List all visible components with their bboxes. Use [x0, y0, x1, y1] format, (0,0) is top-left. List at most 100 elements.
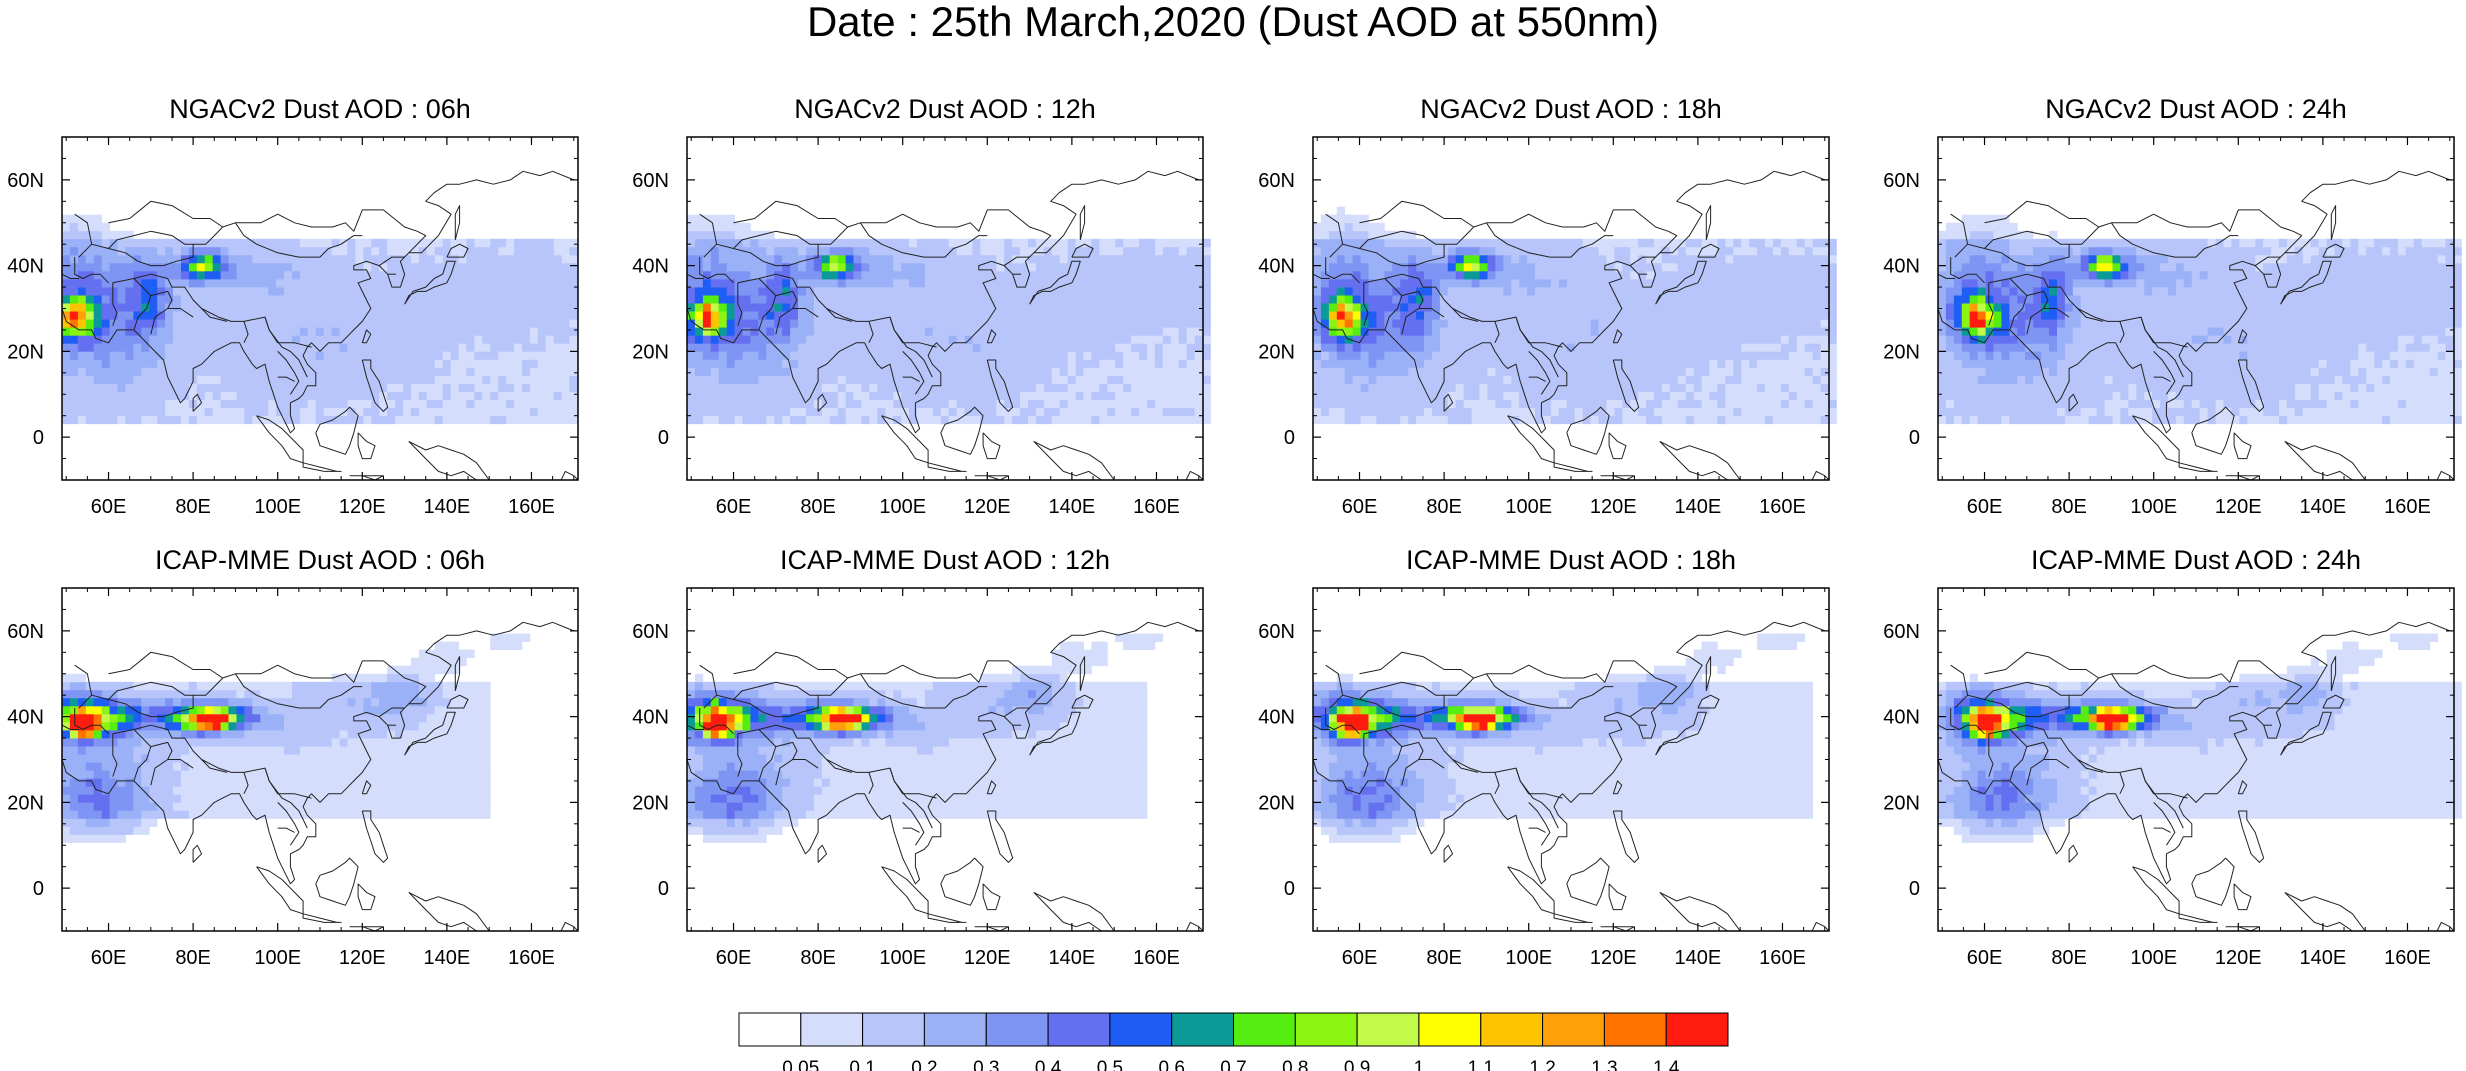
lon-tick-label: 140E — [2300, 496, 2347, 518]
colorbar-swatch — [1603, 1012, 1667, 1047]
lon-tick-label: 120E — [339, 496, 386, 518]
lat-tick-label: 40N — [7, 707, 44, 729]
lat-tick-label: 40N — [1883, 256, 1920, 278]
lat-tick-label: 0 — [658, 427, 669, 449]
lon-tick-label: 80E — [175, 496, 211, 518]
panel-title: NGACv2 Dust AOD : 18h — [1420, 94, 1722, 124]
lat-tick-label: 60N — [1883, 621, 1920, 643]
lat-tick-label: 60N — [7, 170, 44, 192]
lon-tick-label: 60E — [1342, 496, 1378, 518]
dust-aod-field — [62, 633, 531, 843]
colorbar-swatch — [1171, 1012, 1234, 1047]
lon-tick-label: 100E — [254, 496, 301, 518]
map-panel-icap-18h: ICAP-MME Dust AOD : 18h 60E 80E 100E 120E 140… — [1258, 545, 1830, 969]
lon-tick-label: 60E — [1967, 496, 2003, 518]
colorbar-swatch — [985, 1012, 1049, 1047]
lon-tick-label: 80E — [2051, 496, 2087, 518]
lat-tick-label: 0 — [1909, 878, 1920, 900]
lat-tick-label: 40N — [7, 256, 44, 278]
colorbar-swatch — [862, 1012, 925, 1047]
map-panel-ngac-18h: NGACv2 Dust AOD : 18h 60E 80E 100E 120E 140E 1… — [1258, 94, 1837, 518]
panel-title: ICAP-MME Dust AOD : 24h — [2031, 545, 2361, 575]
lon-tick-label: 120E — [339, 947, 386, 969]
lon-tick-label: 100E — [879, 947, 926, 969]
colorbar-label: 0.8 — [1282, 1058, 1308, 1071]
lon-tick-label: 120E — [1590, 496, 1637, 518]
colorbar-label: 1.3 — [1591, 1058, 1617, 1071]
lon-tick-label: 100E — [2130, 496, 2177, 518]
lat-tick-label: 0 — [33, 878, 44, 900]
colorbar-label: 1.1 — [1468, 1058, 1494, 1071]
lon-tick-label: 100E — [879, 496, 926, 518]
colorbar-label: 0.6 — [1158, 1058, 1184, 1071]
coastlines — [1312, 621, 1830, 932]
colorbar-label: 0.4 — [1035, 1058, 1062, 1071]
dust-aod-field — [1938, 214, 2462, 425]
coastlines — [686, 621, 1204, 932]
colorbar-swatch — [1356, 1012, 1420, 1047]
colorbar-label: 0.2 — [911, 1058, 937, 1071]
lon-tick-label: 100E — [2130, 947, 2177, 969]
map-panel-ngac-06h: NGACv2 Dust AOD : 06h 60E 80E 100E 120E 140E 1… — [7, 94, 579, 518]
colorbar-label: 0.3 — [973, 1058, 999, 1071]
lon-tick-label: 100E — [254, 947, 301, 969]
lon-tick-label: 100E — [1505, 947, 1552, 969]
lon-tick-label: 120E — [964, 496, 1011, 518]
lon-tick-label: 100E — [1505, 496, 1552, 518]
dust-aod-field — [1313, 633, 1813, 843]
lon-tick-label: 60E — [1342, 947, 1378, 969]
lat-tick-label: 0 — [33, 427, 44, 449]
lon-tick-label: 120E — [1590, 947, 1637, 969]
coastlines — [1937, 170, 2455, 481]
colorbar-swatch — [1418, 1012, 1482, 1047]
colorbar-swatch — [1542, 1012, 1605, 1047]
colorbar-label: 0.7 — [1220, 1058, 1246, 1071]
lon-tick-label: 60E — [716, 947, 752, 969]
map-panel-icap-06h: ICAP-MME Dust AOD : 06h 60E 80E 100E 120E 140… — [7, 545, 579, 969]
colorbar-label: 0.05 — [782, 1058, 819, 1071]
lon-tick-label: 140E — [2300, 947, 2347, 969]
lon-tick-label: 60E — [91, 947, 127, 969]
lon-tick-label: 80E — [800, 496, 836, 518]
lon-tick-label: 140E — [1675, 947, 1722, 969]
colorbar-swatch — [1665, 1012, 1729, 1047]
lon-tick-label: 80E — [800, 947, 836, 969]
panel-title: ICAP-MME Dust AOD : 06h — [155, 545, 485, 575]
lat-tick-label: 0 — [1284, 427, 1295, 449]
lon-tick-label: 140E — [424, 496, 471, 518]
lat-tick-label: 0 — [1909, 427, 1920, 449]
lat-tick-label: 60N — [1258, 170, 1295, 192]
lat-tick-label: 20N — [1258, 341, 1295, 363]
colorbar-label: 0.1 — [849, 1058, 875, 1071]
lat-tick-label: 0 — [658, 878, 669, 900]
lon-tick-label: 160E — [2384, 496, 2431, 518]
lat-tick-label: 40N — [1258, 256, 1295, 278]
lat-tick-label: 40N — [632, 707, 669, 729]
dust-aod-field — [687, 633, 1164, 843]
lon-tick-label: 60E — [716, 496, 752, 518]
colorbar: 0.05 0.1 0.2 0.3 0.4 0.5 0.6 0.7 0.8 0.9 1 1.1 1.2 1.… — [738, 1012, 1729, 1071]
map-panel-icap-24h: ICAP-MME Dust AOD : 24h 60E 80E 100E 120E 140… — [1883, 545, 2462, 969]
lat-tick-label: 20N — [1258, 792, 1295, 814]
panel-title: NGACv2 Dust AOD : 12h — [794, 94, 1096, 124]
lat-tick-label: 40N — [632, 256, 669, 278]
lon-tick-label: 160E — [508, 496, 555, 518]
colorbar-label: 0.9 — [1344, 1058, 1370, 1071]
panel-title: ICAP-MME Dust AOD : 18h — [1406, 545, 1736, 575]
lat-tick-label: 20N — [632, 341, 669, 363]
figure-title: Date : 25th March,2020 (Dust AOD at 550n… — [806, 0, 1660, 45]
dust-aod-field — [62, 214, 578, 425]
lat-tick-label: 60N — [1258, 621, 1295, 643]
coastlines — [61, 621, 579, 932]
lat-tick-label: 20N — [1883, 792, 1920, 814]
panel-title: NGACv2 Dust AOD : 06h — [169, 94, 471, 124]
lon-tick-label: 140E — [1675, 496, 1722, 518]
dust-aod-field — [1313, 206, 1837, 425]
lon-tick-label: 80E — [1426, 496, 1462, 518]
lat-tick-label: 40N — [1258, 707, 1295, 729]
colorbar-label: 1 — [1414, 1058, 1425, 1071]
lat-tick-label: 60N — [1883, 170, 1920, 192]
colorbar-swatch — [800, 1012, 864, 1047]
lon-tick-label: 140E — [1049, 496, 1096, 518]
